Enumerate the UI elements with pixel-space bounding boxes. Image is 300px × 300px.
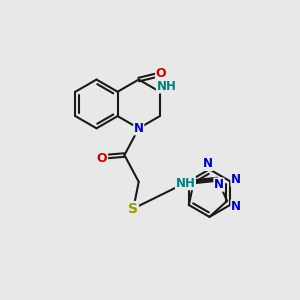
Text: N: N [231,173,241,186]
Text: N: N [231,200,241,213]
Text: O: O [156,67,166,80]
Text: N: N [203,158,213,170]
Text: S: S [128,202,138,216]
Text: NH: NH [176,177,195,190]
Text: NH: NH [156,80,176,93]
Text: N: N [214,178,224,191]
Text: O: O [97,152,107,164]
Text: N: N [134,122,144,135]
